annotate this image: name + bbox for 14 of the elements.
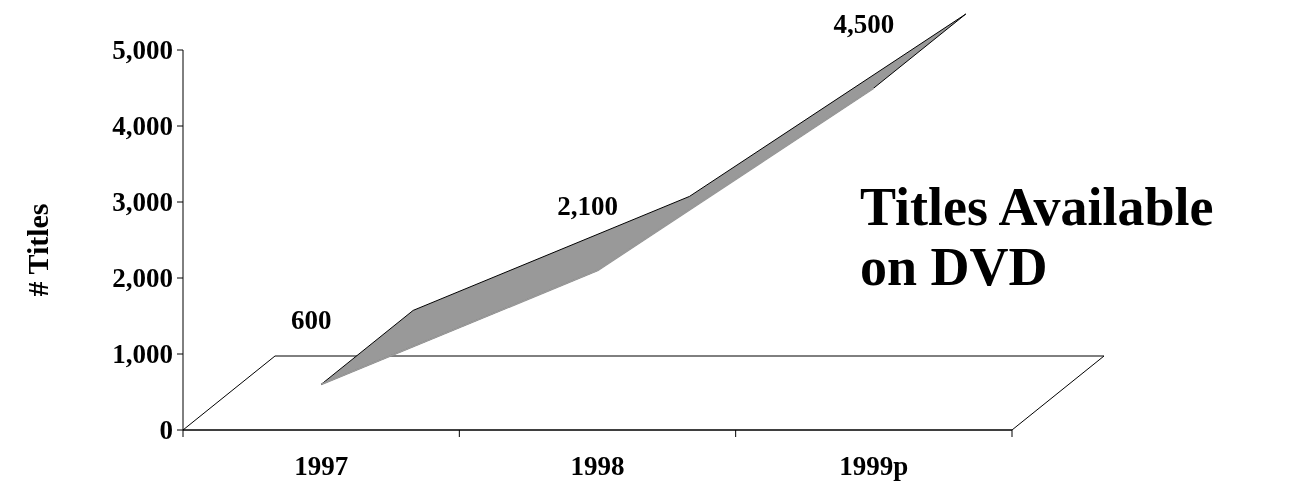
y-tick-label: 2,000 <box>112 263 173 294</box>
data-label: 2,100 <box>557 191 618 222</box>
x-tick-label: 1997 <box>294 451 349 481</box>
data-label: 600 <box>290 305 332 336</box>
x-tick-label: 1998 <box>570 451 625 481</box>
text: Titles Available on DVD <box>860 177 1214 297</box>
y-tick-label: 4,000 <box>112 111 173 142</box>
y-axis-title: # Titles <box>21 203 54 297</box>
y-tick-label: 1,000 <box>112 339 173 370</box>
y-tick-label: 5,000 <box>112 35 173 66</box>
y-tick-label: 3,000 <box>112 187 173 218</box>
y-tick-label: 0 <box>159 415 173 446</box>
data-label: 4,500 <box>833 9 895 39</box>
x-tick-label: 1999p <box>839 451 909 481</box>
